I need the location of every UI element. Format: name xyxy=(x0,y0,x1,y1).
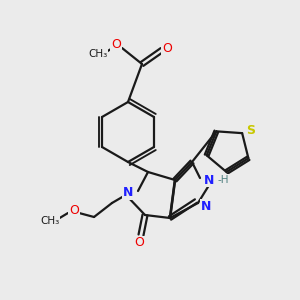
Text: O: O xyxy=(134,236,144,250)
Text: N: N xyxy=(123,187,133,200)
Text: N: N xyxy=(204,173,214,187)
Text: CH₃: CH₃ xyxy=(88,49,108,59)
Text: O: O xyxy=(69,205,79,218)
Text: S: S xyxy=(246,124,255,136)
Text: N: N xyxy=(201,200,211,212)
Text: CH₃: CH₃ xyxy=(40,216,60,226)
Text: O: O xyxy=(111,38,121,50)
Text: O: O xyxy=(162,41,172,55)
Text: -H: -H xyxy=(217,175,229,185)
